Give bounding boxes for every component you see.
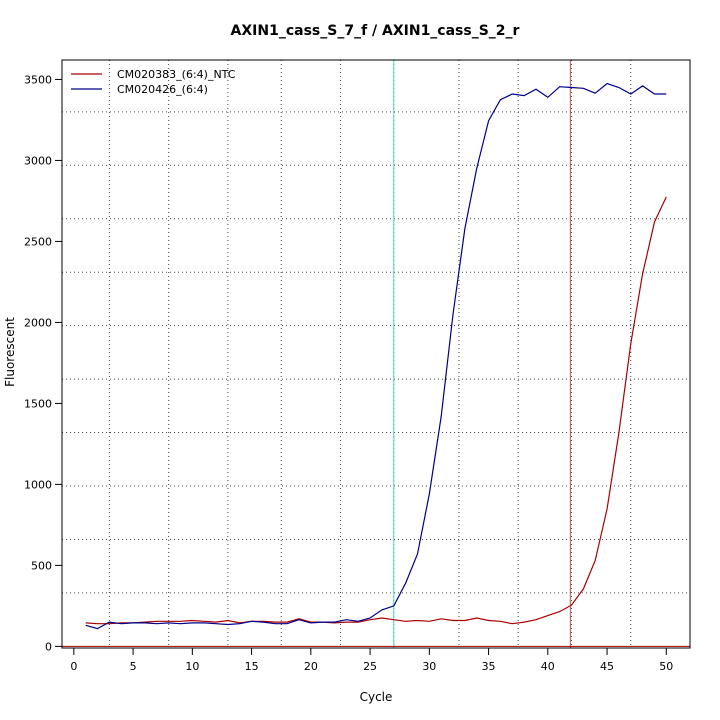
- y-tick-label: 2000: [24, 316, 52, 329]
- y-tick-label: 0: [45, 640, 52, 653]
- x-axis: 0 5 10 15 20 25 30 35 40 45 50: [70, 648, 673, 673]
- y-axis-label: Fluorescent: [3, 317, 17, 387]
- y-tick-label: 3500: [24, 73, 52, 86]
- y-tick-label: 500: [31, 559, 52, 572]
- x-tick-label: 5: [130, 660, 137, 673]
- y-tick-label: 1500: [24, 397, 52, 410]
- y-axis: 0 500 1000 1500 2000 2500 3000 3500: [24, 73, 62, 653]
- series-lines: [85, 82, 667, 630]
- x-tick-label: 35: [482, 660, 496, 673]
- chart-title: AXIN1_cass_S_7_f / AXIN1_cass_S_2_r: [231, 23, 520, 39]
- grid: [62, 60, 690, 648]
- legend-item-label: CM020426_(6:4): [117, 83, 208, 96]
- plot-frame: [61, 59, 691, 649]
- legend: CM020383_(6:4)_NTC CM020426_(6:4): [71, 68, 236, 96]
- x-tick-label: 20: [304, 660, 318, 673]
- x-tick-label: 30: [422, 660, 436, 673]
- y-tick-label: 2500: [24, 235, 52, 248]
- x-tick-label: 10: [185, 660, 199, 673]
- series-line-2: [85, 82, 667, 630]
- x-tick-label: 40: [541, 660, 555, 673]
- x-tick-label: 0: [70, 660, 77, 673]
- vertical-marker-lines: [393, 60, 571, 648]
- x-tick-label: 15: [245, 660, 259, 673]
- x-tick-label: 50: [659, 660, 673, 673]
- y-tick-label: 3000: [24, 154, 52, 167]
- x-tick-label: 25: [363, 660, 377, 673]
- x-axis-label: Cycle: [360, 690, 393, 704]
- y-tick-label: 1000: [24, 478, 52, 491]
- legend-item-label: CM020383_(6:4)_NTC: [117, 68, 236, 81]
- x-tick-label: 45: [600, 660, 614, 673]
- series-line-1: [85, 196, 667, 625]
